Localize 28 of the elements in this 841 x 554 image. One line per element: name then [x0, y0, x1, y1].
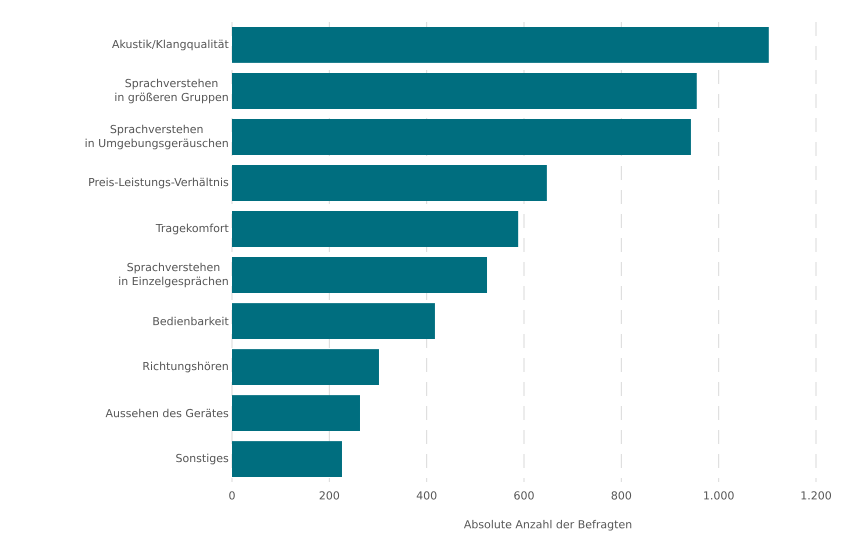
- x-tick-label: 400: [416, 491, 436, 500]
- x-tick-label: 600: [514, 491, 534, 500]
- bar: [232, 27, 769, 63]
- x-axis-title: Absolute Anzahl der Befragten: [464, 520, 632, 531]
- bar: [232, 349, 379, 385]
- y-tick-label: Sprachverstehen in größeren Gruppen: [115, 78, 228, 104]
- y-tick-label: Akustik/Klangqualität: [112, 40, 229, 50]
- y-tick-label: Aussehen des Gerätes: [106, 408, 228, 418]
- y-tick-label: Sprachverstehen in Einzelgesprächen: [119, 262, 228, 288]
- bar: [232, 119, 691, 155]
- x-tick-label: 200: [320, 491, 340, 500]
- y-tick-label: Sonstiges: [176, 454, 228, 464]
- bar: [232, 165, 547, 201]
- y-tick-label: Tragekomfort: [156, 224, 228, 234]
- bar: [232, 257, 488, 293]
- x-tick-label: 1.200: [801, 491, 832, 500]
- y-tick-label: Richtungshören: [143, 362, 228, 372]
- bar: [232, 303, 435, 339]
- bar: [232, 73, 697, 109]
- x-tick-label: 1.000: [704, 491, 734, 500]
- x-tick-label: 800: [612, 491, 632, 500]
- y-tick-label: Bedienbarkeit: [153, 316, 228, 326]
- bar: [232, 441, 342, 477]
- bar: [232, 211, 518, 247]
- bar: [232, 395, 360, 431]
- y-tick-label: Preis-Leistungs-Verhältnis: [89, 178, 228, 188]
- y-tick-label: Sprachverstehen in Umgebungsgeräuschen: [86, 124, 228, 150]
- x-tick-label: 0: [229, 491, 235, 500]
